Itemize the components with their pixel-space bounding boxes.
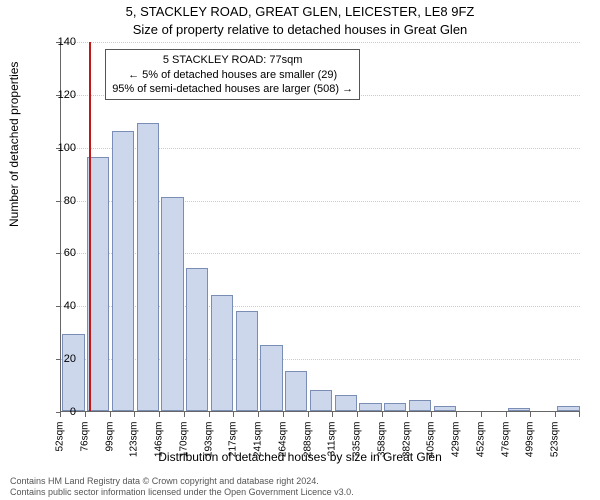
footer-line2: Contains public sector information licen… (10, 487, 354, 498)
callout-line: 5 STACKLEY ROAD: 77sqm (112, 53, 353, 67)
reference-line (89, 42, 91, 411)
y-tick-label: 80 (46, 195, 76, 207)
callout-box: 5 STACKLEY ROAD: 77sqm← 5% of detached h… (105, 49, 360, 100)
footer-line1: Contains HM Land Registry data © Crown c… (10, 476, 354, 487)
plot-area: 5 STACKLEY ROAD: 77sqm← 5% of detached h… (60, 42, 580, 412)
y-axis-label: Number of detached properties (7, 62, 21, 227)
histogram-bar (161, 197, 183, 411)
histogram-bar (384, 403, 406, 411)
x-axis-label: Distribution of detached houses by size … (0, 450, 600, 464)
callout-line: 95% of semi-detached houses are larger (… (112, 82, 353, 96)
histogram-bar (409, 400, 431, 411)
y-tick-label: 40 (46, 300, 76, 312)
chart-container: 5, STACKLEY ROAD, GREAT GLEN, LEICESTER,… (0, 0, 600, 500)
y-tick-label: 100 (46, 142, 76, 154)
footer-attribution: Contains HM Land Registry data © Crown c… (10, 476, 354, 498)
title-address: 5, STACKLEY ROAD, GREAT GLEN, LEICESTER,… (0, 4, 600, 19)
histogram-bar (557, 406, 579, 411)
histogram-bar (508, 408, 530, 411)
histogram-bar (186, 268, 208, 411)
histogram-bar (434, 406, 456, 411)
callout-line: ← 5% of detached houses are smaller (29) (112, 68, 353, 82)
y-tick-label: 60 (46, 247, 76, 259)
y-tick-label: 120 (46, 89, 76, 101)
histogram-bar (335, 395, 357, 411)
histogram-bar (359, 403, 381, 411)
histogram-bar (211, 295, 233, 411)
y-tick-label: 20 (46, 353, 76, 365)
histogram-bar (285, 371, 307, 411)
histogram-bar (236, 311, 258, 411)
y-tick-label: 140 (46, 36, 76, 48)
histogram-bar (310, 390, 332, 411)
histogram-bar (260, 345, 282, 411)
histogram-bar (137, 123, 159, 411)
histogram-bar (112, 131, 134, 411)
histogram-bar (62, 334, 84, 411)
y-tick-label: 0 (46, 406, 76, 418)
gridline (61, 42, 580, 43)
title-description: Size of property relative to detached ho… (0, 22, 600, 37)
